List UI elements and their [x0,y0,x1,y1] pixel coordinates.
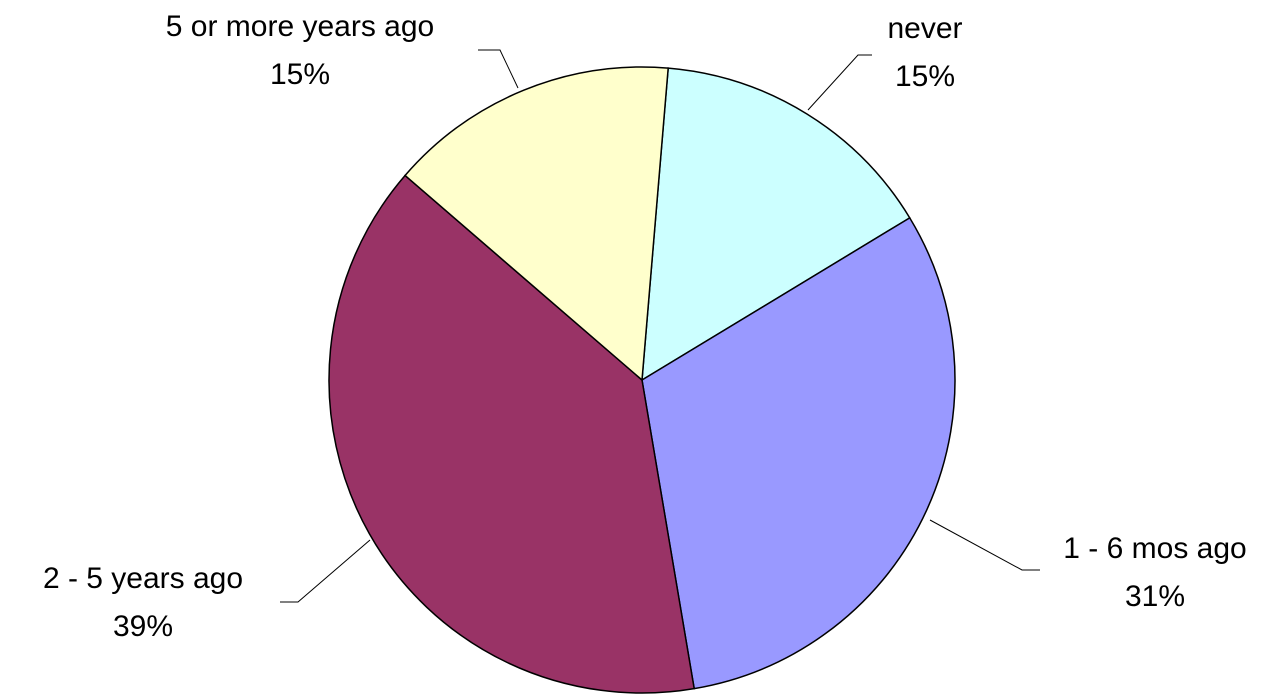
slice-label: 2 - 5 years ago [43,562,243,595]
pie-slice [328,174,696,694]
pie-slice [641,216,956,690]
slice-label: 1 - 6 mos ago [1063,532,1246,565]
slice-label: never [887,12,962,45]
value-label: 39% [113,610,173,643]
value-label: 31% [1125,580,1185,613]
slice-label: 5 or more years ago [166,10,434,43]
pie-slice [641,67,911,382]
value-label: 15% [895,60,955,93]
value-label: 15% [270,58,330,91]
leader-line [478,49,519,89]
leader-line [929,519,1040,571]
leader-line [807,54,872,111]
pie-slice [404,66,670,382]
leader-line [280,539,371,603]
